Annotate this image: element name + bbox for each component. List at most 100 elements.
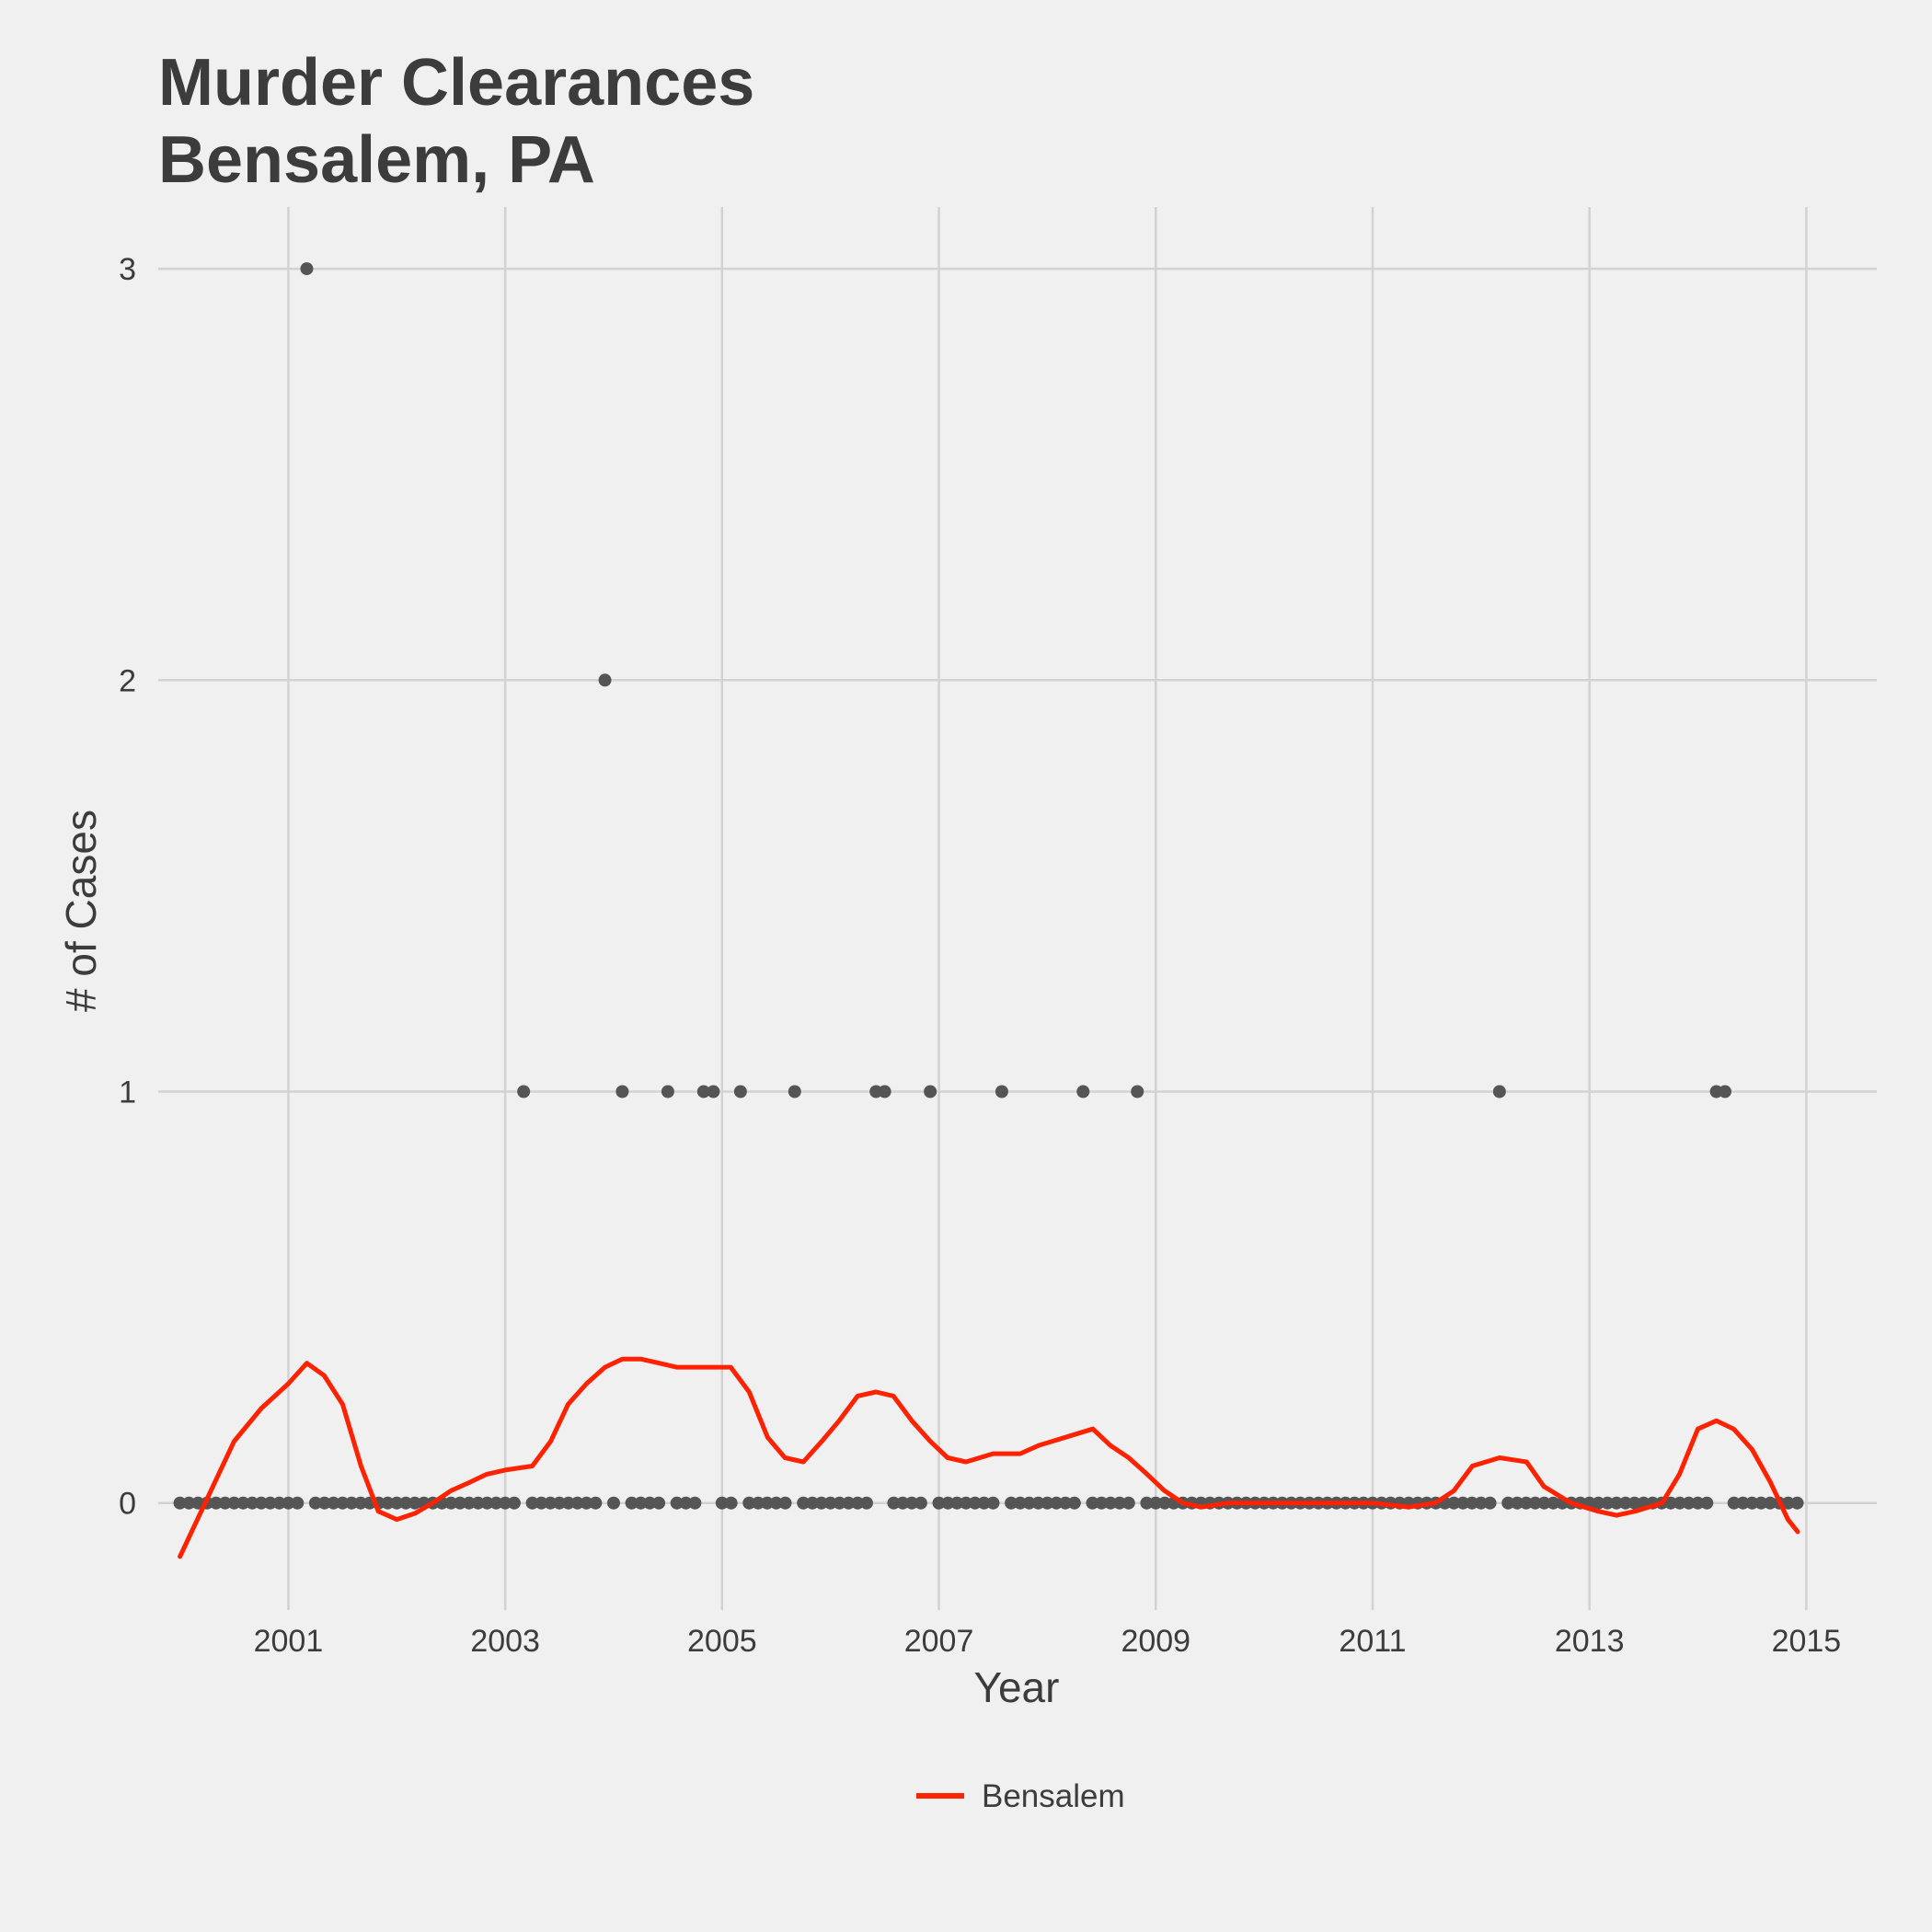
data-point — [1086, 1496, 1099, 1510]
data-point — [1528, 1496, 1542, 1510]
data-point — [1158, 1496, 1172, 1510]
y-tick-label-0: 0 — [119, 1487, 136, 1522]
data-point — [959, 1496, 972, 1510]
data-point — [842, 1496, 856, 1510]
data-point — [670, 1496, 684, 1510]
data-point — [742, 1496, 756, 1510]
series-line-bensalem — [178, 1356, 1800, 1559]
data-point — [896, 1496, 910, 1510]
data-point — [859, 1496, 873, 1510]
data-point — [1682, 1496, 1696, 1510]
data-point — [661, 1085, 674, 1098]
data-point — [696, 1085, 710, 1098]
data-point — [272, 1496, 286, 1510]
data-point — [986, 1496, 1000, 1510]
data-point — [1465, 1496, 1478, 1510]
data-point — [788, 1085, 801, 1098]
data-point — [507, 1496, 521, 1510]
data-point — [1627, 1496, 1641, 1510]
data-point — [652, 1496, 666, 1510]
data-point — [1664, 1496, 1678, 1510]
data-point — [1745, 1496, 1759, 1510]
data-point — [390, 1496, 404, 1510]
data-point — [580, 1496, 593, 1510]
chart-title: Murder Clearances Bensalem, PA — [158, 44, 754, 199]
data-point — [1022, 1496, 1036, 1510]
data-point — [634, 1496, 648, 1510]
data-point — [553, 1496, 567, 1510]
data-point — [1727, 1496, 1741, 1510]
data-point — [643, 1496, 657, 1510]
legend-label: Bensalem — [982, 1778, 1125, 1814]
data-point — [851, 1496, 865, 1510]
chart-title-line-1: Murder Clearances — [158, 46, 755, 120]
data-point — [1547, 1496, 1560, 1510]
data-point — [1736, 1496, 1750, 1510]
data-point — [1519, 1496, 1533, 1510]
data-point — [1492, 1085, 1506, 1098]
data-point — [499, 1496, 512, 1510]
data-point — [724, 1496, 738, 1510]
data-point — [218, 1496, 232, 1510]
y-tick-label-2: 2 — [119, 663, 136, 698]
data-point — [1013, 1496, 1027, 1510]
data-point — [1095, 1496, 1109, 1510]
data-point — [246, 1496, 259, 1510]
data-point — [1691, 1496, 1705, 1510]
data-point — [1031, 1496, 1045, 1510]
data-point — [336, 1496, 350, 1510]
data-point — [625, 1496, 638, 1510]
data-point — [525, 1496, 539, 1510]
data-point — [589, 1496, 603, 1510]
data-point — [995, 1085, 1008, 1098]
data-point — [905, 1496, 919, 1510]
data-point — [173, 1496, 187, 1510]
data-point — [887, 1496, 901, 1510]
data-point — [1483, 1496, 1497, 1510]
data-point — [914, 1496, 927, 1510]
data-point — [561, 1496, 575, 1510]
data-point — [444, 1496, 458, 1510]
data-point — [480, 1496, 494, 1510]
data-point — [924, 1085, 937, 1098]
data-point — [733, 1085, 747, 1098]
data-point — [1618, 1496, 1632, 1510]
data-point — [1673, 1496, 1686, 1510]
data-point — [932, 1496, 946, 1510]
data-point — [1790, 1496, 1804, 1510]
data-point — [1781, 1496, 1795, 1510]
data-point — [968, 1496, 982, 1510]
data-point — [1149, 1496, 1163, 1510]
data-point — [308, 1496, 322, 1510]
y-tick-label-3: 3 — [119, 252, 136, 287]
scatter-points — [173, 262, 1804, 1510]
data-point — [182, 1496, 196, 1510]
data-point — [300, 262, 314, 276]
data-point — [1601, 1496, 1615, 1510]
data-point — [814, 1496, 828, 1510]
data-point — [950, 1496, 964, 1510]
data-point — [615, 1085, 629, 1098]
data-point — [823, 1496, 837, 1510]
x-tick-label-2001: 2001 — [254, 1624, 324, 1659]
data-point — [1005, 1496, 1018, 1510]
data-point — [227, 1496, 241, 1510]
data-point — [977, 1496, 991, 1510]
data-point — [769, 1496, 783, 1510]
x-tick-label-2003: 2003 — [470, 1624, 540, 1659]
data-point — [1754, 1496, 1768, 1510]
data-point — [679, 1496, 693, 1510]
x-tick-label-2015: 2015 — [1772, 1624, 1842, 1659]
data-point — [1610, 1496, 1624, 1510]
data-point — [236, 1496, 250, 1510]
data-point — [570, 1496, 584, 1510]
x-tick-label-2013: 2013 — [1555, 1624, 1625, 1659]
data-point — [345, 1496, 359, 1510]
data-point — [254, 1496, 268, 1510]
data-point — [399, 1496, 413, 1510]
data-point — [778, 1496, 792, 1510]
data-point — [489, 1496, 503, 1510]
data-point — [941, 1496, 955, 1510]
y-axis-ticks: 0 1 2 3 — [119, 252, 136, 1522]
